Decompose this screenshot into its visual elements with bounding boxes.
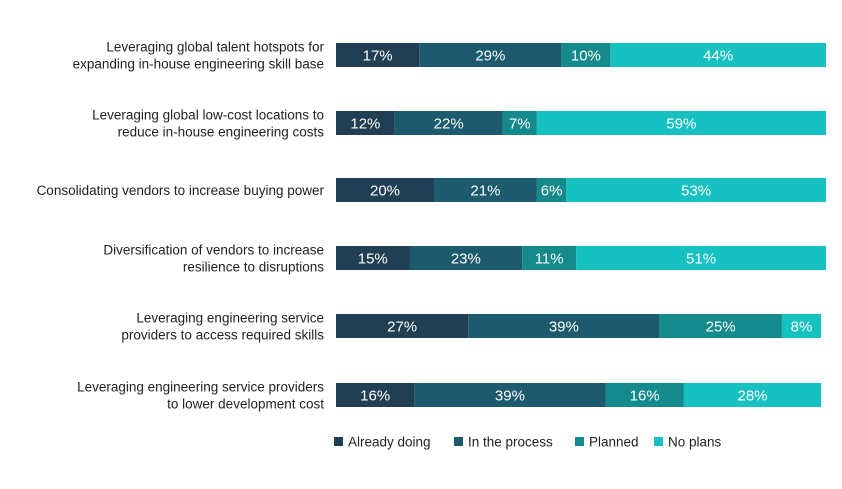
bar-segment [683,383,822,407]
bar-segment [336,178,434,202]
category-label-line: Leveraging engineering service [136,311,324,326]
category-label-line: to lower development cost [167,397,324,412]
bar-segment [468,314,660,338]
bar-value-label: 7% [509,116,531,133]
bar-value-label: 53% [681,183,711,200]
category-label: Diversification of vendors to increase re… [103,243,324,275]
bar-segment [781,314,822,338]
bar-segment [336,43,420,67]
legend-swatch [454,437,463,446]
bar-segment [419,43,562,67]
category-label: Consolidating vendors to increase buying… [37,183,325,198]
bar-value-label: 51% [686,251,716,268]
bar-segment [336,246,410,270]
bar-segment [659,314,782,338]
bar-segment [336,314,469,338]
bar-value-label: 29% [475,48,505,65]
bar-value-label: 6% [541,183,563,200]
bar-value-label: 27% [387,319,417,336]
bar-value-label: 44% [703,48,733,65]
category-label: Leveraging engineering service providers… [77,380,324,412]
bar-segment [409,246,523,270]
category-label-line: resilience to disruptions [183,260,324,275]
bar-value-label: 10% [571,48,601,65]
bar-value-label: 28% [737,388,767,405]
category-label-line: Consolidating vendors to increase buying… [37,183,325,198]
bar-value-label: 17% [363,48,393,65]
bar-value-label: 8% [791,319,813,336]
category-label-line: expanding in-house engineering skill bas… [73,57,324,72]
category-label-line: Leveraging global low-cost locations to [92,108,324,123]
bar-segment [610,43,826,67]
bars-group: 17% 29% 10% 44% 12% 22% 7% 59% 20% 21% 6% 53% 15% 23%… [336,43,826,407]
bar-segment [605,383,684,407]
category-label-line: providers to access required skills [121,328,324,343]
bar-segment [502,111,537,135]
category-label: Leveraging global low-cost locations to r… [92,108,324,140]
legend-swatch [575,437,584,446]
bar-segment [336,383,415,407]
bar-value-label: 11% [535,251,564,268]
bar-value-label: 22% [434,116,464,133]
category-label-line: Leveraging engineering service providers [77,380,324,395]
legend-label: Planned [589,435,639,450]
bar-value-label: 12% [350,116,380,133]
bar-segment [561,43,611,67]
category-label: Leveraging engineering service providers … [121,311,324,343]
bar-segment [394,111,503,135]
legend-label: No plans [668,435,722,450]
legend-label: In the process [468,435,553,450]
bar-segment [434,178,537,202]
category-label-line: Leveraging global talent hotspots for [106,40,324,55]
bar-segment [336,111,395,135]
bar-value-label: 16% [360,388,390,405]
category-label-line: Diversification of vendors to increase [103,243,324,258]
bar-value-label: 39% [495,388,525,405]
bar-value-label: 59% [666,116,696,133]
legend-label: Already doing [348,435,431,450]
bar-value-label: 15% [358,251,388,268]
bar-value-label: 39% [549,319,579,336]
category-labels: Leveraging global talent hotspots for exp… [37,40,325,412]
category-label-line: reduce in-house engineering costs [118,125,325,140]
category-label: Leveraging global talent hotspots for exp… [73,40,325,72]
bar-segment [414,383,606,407]
bar-value-label: 16% [630,388,660,405]
bar-segment [522,246,577,270]
legend-swatch [654,437,663,446]
bar-value-label: 21% [470,183,500,200]
bar-segment [566,178,826,202]
bar-segment [536,111,826,135]
legend-swatch [334,437,343,446]
bar-segment [576,246,826,270]
bar-value-label: 23% [451,251,481,268]
bar-value-label: 20% [370,183,400,200]
legend: Already doing In the process Planned No pla… [334,435,722,450]
bar-segment [536,178,567,202]
bar-value-label: 25% [706,319,736,336]
